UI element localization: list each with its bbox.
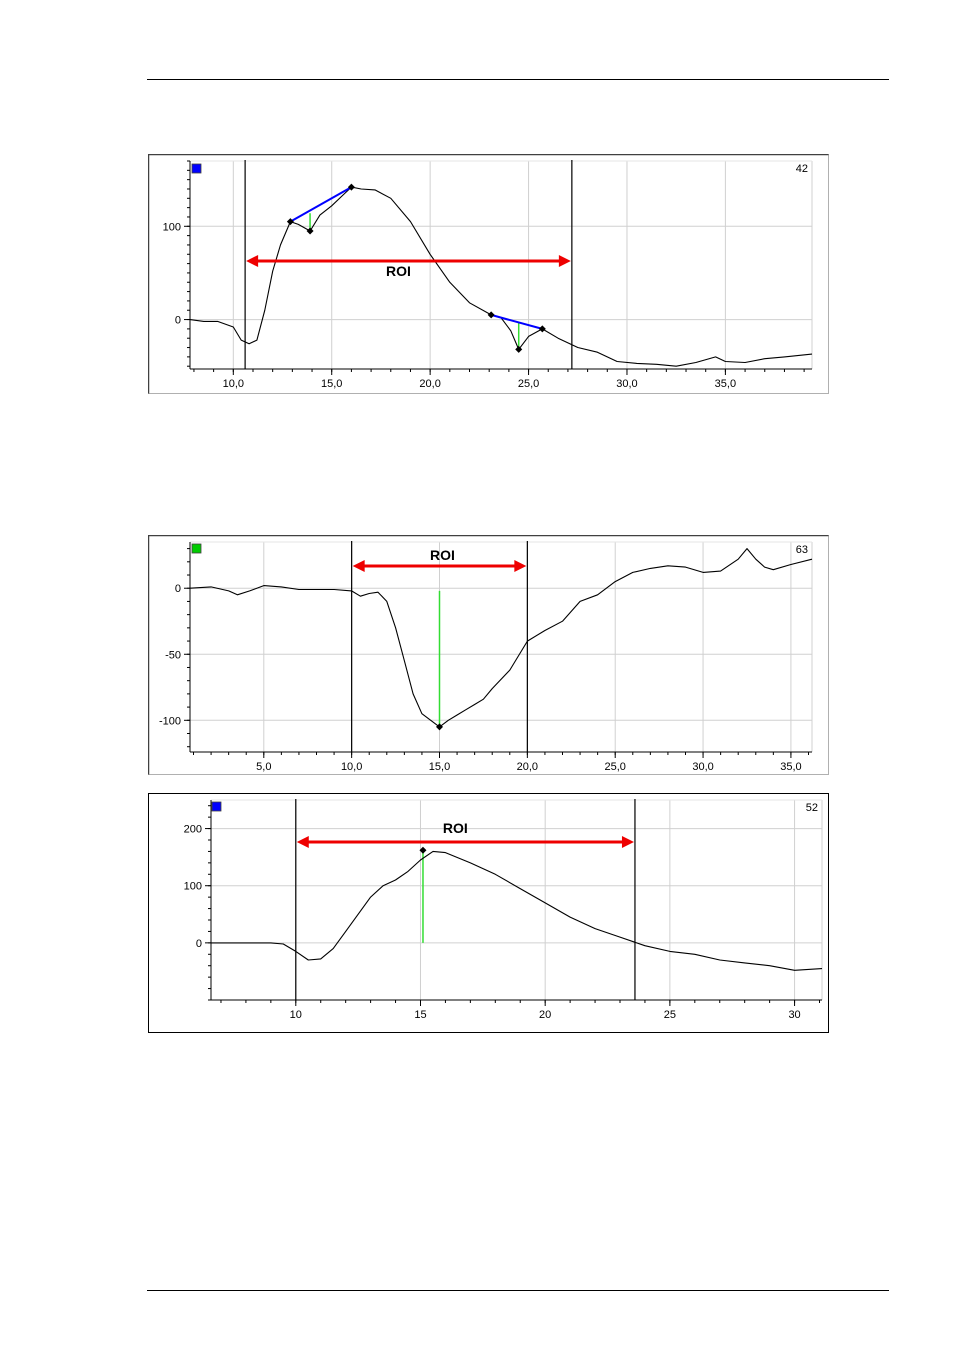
footer-rule <box>147 1290 889 1291</box>
series-color-badge <box>211 801 222 812</box>
data-point-marker <box>347 183 355 191</box>
roi-arrow-head-right <box>514 560 527 572</box>
chart-panel-1: 10,0 15,0 20,0 25,0 30,0 35,0 0 100 ROI 42 <box>148 154 830 395</box>
roi-label: ROI <box>443 820 468 836</box>
chart-number: 52 <box>806 802 818 814</box>
roi-arrow-head-left <box>246 255 259 267</box>
x-tick-label: 10,0 <box>223 378 244 390</box>
x-tick-label: 35,0 <box>715 378 736 390</box>
roi-arrow <box>246 255 571 267</box>
blue-baseline-line <box>289 186 352 223</box>
chart-panel-2: 5,0 10,0 15,0 20,0 25,0 30,0 35,0 -100 -50 0 ROI 63 <box>148 535 830 776</box>
x-tick-label: 15,0 <box>321 378 342 390</box>
x-tick-label: 20 <box>539 1009 551 1021</box>
chart-panel-3: 10 15 20 25 30 0 100 200 ROI 52 <box>148 793 830 1034</box>
x-tick-label: 15 <box>414 1009 426 1021</box>
roi-arrow <box>296 836 634 848</box>
chart-number: 42 <box>796 163 808 175</box>
data-point-marker <box>419 846 427 854</box>
roi-arrow <box>352 560 527 572</box>
chart-frame <box>148 793 829 1033</box>
chart-number: 63 <box>796 544 808 556</box>
axes: 10,0 15,0 20,0 25,0 30,0 35,0 0 100 <box>163 160 812 390</box>
x-tick-label: 25 <box>664 1009 676 1021</box>
signal-line <box>189 548 813 728</box>
chart-frame <box>148 535 829 775</box>
chart-frame-shadow <box>148 535 829 775</box>
chart-2: 5,0 10,0 15,0 20,0 25,0 30,0 35,0 -100 -50 0 ROI 63 <box>148 535 829 775</box>
x-tick-label: 30,0 <box>616 378 637 390</box>
series-color-badge <box>191 543 202 554</box>
grid <box>190 160 813 369</box>
data-point-marker <box>487 311 495 319</box>
y-tick-label: 0 <box>196 938 202 950</box>
x-tick-label: 25,0 <box>518 378 539 390</box>
x-tick-label: 30,0 <box>692 761 713 773</box>
header-rule <box>147 79 889 80</box>
axes: 10 15 20 25 30 0 100 200 <box>184 800 822 1021</box>
series-color-badge <box>191 163 202 174</box>
data-point-marker <box>538 325 546 333</box>
axes: 5,0 10,0 15,0 20,0 25,0 30,0 35,0 -100 -50 0 <box>159 542 812 773</box>
y-tick-label: 100 <box>163 221 181 233</box>
y-tick-label: 100 <box>184 881 202 893</box>
y-tick-label: 0 <box>175 315 181 327</box>
chart-1: 10,0 15,0 20,0 25,0 30,0 35,0 0 100 ROI 42 <box>148 154 829 394</box>
y-tick-label: -50 <box>165 649 181 661</box>
roi-arrow-head-left <box>352 560 365 572</box>
roi-arrow-head-right <box>558 255 571 267</box>
data-point-marker <box>306 227 314 235</box>
x-tick-label: 35,0 <box>780 761 801 773</box>
x-tick-label: 30 <box>788 1009 800 1021</box>
roi-arrow-head-left <box>296 836 309 848</box>
chart-3: 10 15 20 25 30 0 100 200 ROI 52 <box>148 793 829 1033</box>
x-tick-label: 20,0 <box>419 378 440 390</box>
signal-line <box>189 186 813 367</box>
x-tick-label: 5,0 <box>256 761 271 773</box>
y-tick-label: 0 <box>175 583 181 595</box>
y-tick-label: 200 <box>184 824 202 836</box>
roi-label: ROI <box>386 263 411 279</box>
chart-frame-shadow <box>148 154 829 394</box>
x-tick-label: 10 <box>290 1009 302 1021</box>
data-point-marker <box>286 218 294 226</box>
signal-line <box>211 850 823 971</box>
data-point-marker <box>436 723 444 731</box>
x-tick-label: 20,0 <box>517 761 538 773</box>
data-point-marker <box>515 345 523 353</box>
x-tick-label: 10,0 <box>341 761 362 773</box>
x-tick-label: 25,0 <box>604 761 625 773</box>
x-tick-label: 15,0 <box>429 761 450 773</box>
roi-arrow-head-right <box>621 836 634 848</box>
y-tick-label: -100 <box>159 715 181 727</box>
blue-baseline-line <box>490 313 543 330</box>
roi-label: ROI <box>430 547 455 563</box>
chart-frame <box>148 154 829 394</box>
